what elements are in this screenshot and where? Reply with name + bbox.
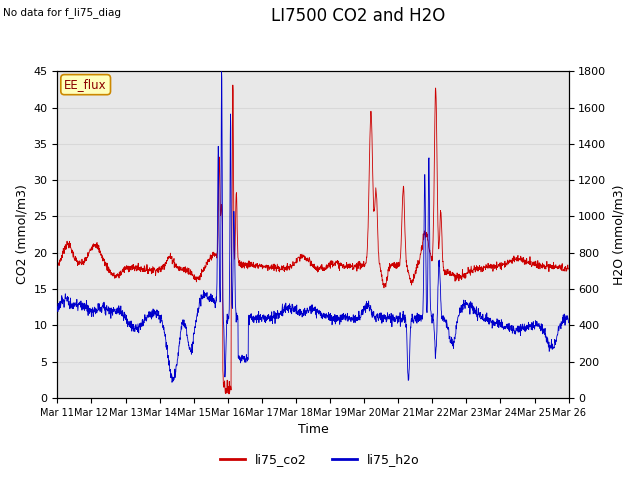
- Legend: li75_co2, li75_h2o: li75_co2, li75_h2o: [215, 448, 425, 471]
- Text: EE_flux: EE_flux: [65, 78, 107, 91]
- X-axis label: Time: Time: [298, 423, 328, 436]
- Y-axis label: CO2 (mmol/m3): CO2 (mmol/m3): [15, 185, 28, 285]
- Text: LI7500 CO2 and H2O: LI7500 CO2 and H2O: [271, 7, 445, 25]
- Text: No data for f_li75_diag: No data for f_li75_diag: [3, 7, 121, 18]
- Y-axis label: H2O (mmol/m3): H2O (mmol/m3): [612, 184, 625, 285]
